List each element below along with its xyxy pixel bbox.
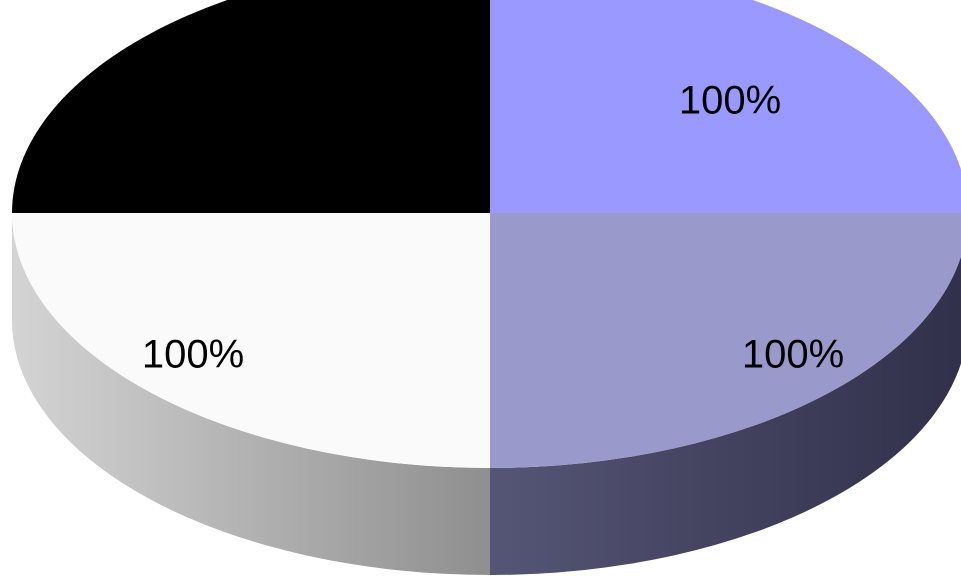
pie-slice-label-3: 100%: [142, 333, 244, 377]
pie-label-layer: 100% 100% 100%: [142, 79, 844, 377]
pie-side-3: [12, 213, 490, 575]
pie-slice-label-1: 100%: [679, 79, 781, 123]
pie-top-layer: [12, 0, 961, 468]
pie-slice-1: [490, 0, 961, 213]
pie-side-2: [490, 256, 961, 575]
pie-side-layer: [12, 213, 961, 575]
pie-slice-2: [490, 213, 961, 468]
pie-slice-3: [12, 213, 490, 468]
pie-slice-4: [12, 0, 490, 213]
pie-slice-label-2: 100%: [742, 333, 844, 377]
